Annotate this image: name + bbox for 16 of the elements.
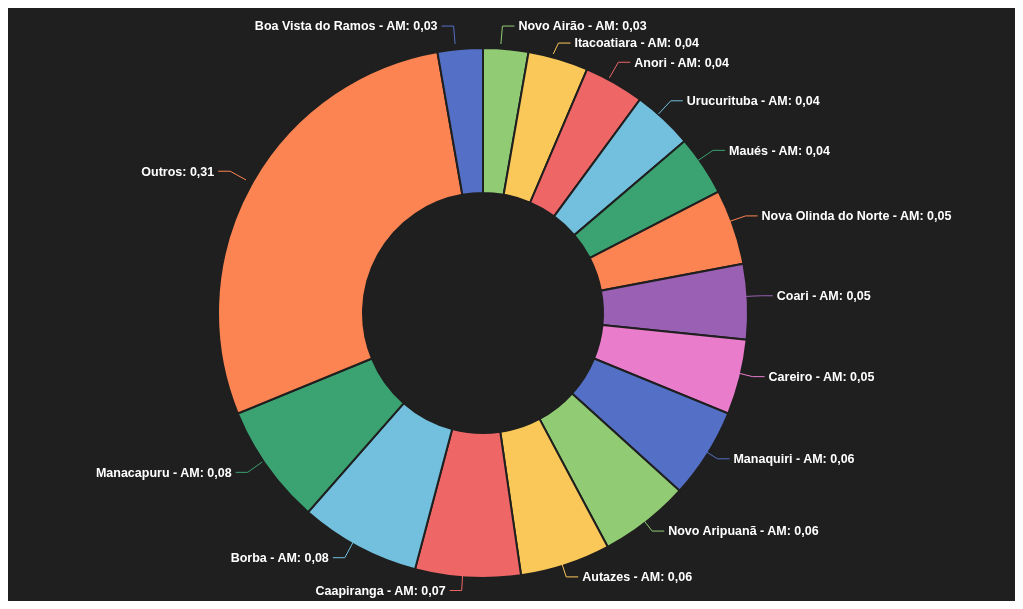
slice-label: Borba - AM: 0,08: [230, 551, 329, 566]
slice-label: Itacoatiara - AM: 0,04: [574, 36, 700, 51]
slice-label: Maués - AM: 0,04: [729, 143, 831, 158]
slice-label: Novo Aripuanã - AM: 0,06: [668, 524, 819, 539]
slice-label: Coari - AM: 0,05: [776, 289, 871, 304]
slice-label: Novo Airão - AM: 0,03: [518, 19, 647, 34]
slice-label: Manacapuru - AM: 0,08: [95, 465, 232, 480]
slice-label: Nova Olinda do Norte - AM: 0,05: [761, 209, 952, 224]
slice-label: Careiro - AM: 0,05: [768, 370, 875, 385]
slice-label: Anori - AM: 0,04: [634, 55, 730, 70]
slice-label: Manaquiri - AM: 0,06: [733, 452, 855, 467]
slice-label: Urucurituba - AM: 0,04: [686, 94, 820, 109]
slice-label: Autazes - AM: 0,06: [582, 570, 693, 585]
slice-label: Outros: 0,31: [141, 164, 215, 179]
slice-label: Caapiranga - AM: 0,07: [315, 583, 446, 598]
slice-label: Boa Vista do Ramos - AM: 0,03: [254, 19, 438, 34]
